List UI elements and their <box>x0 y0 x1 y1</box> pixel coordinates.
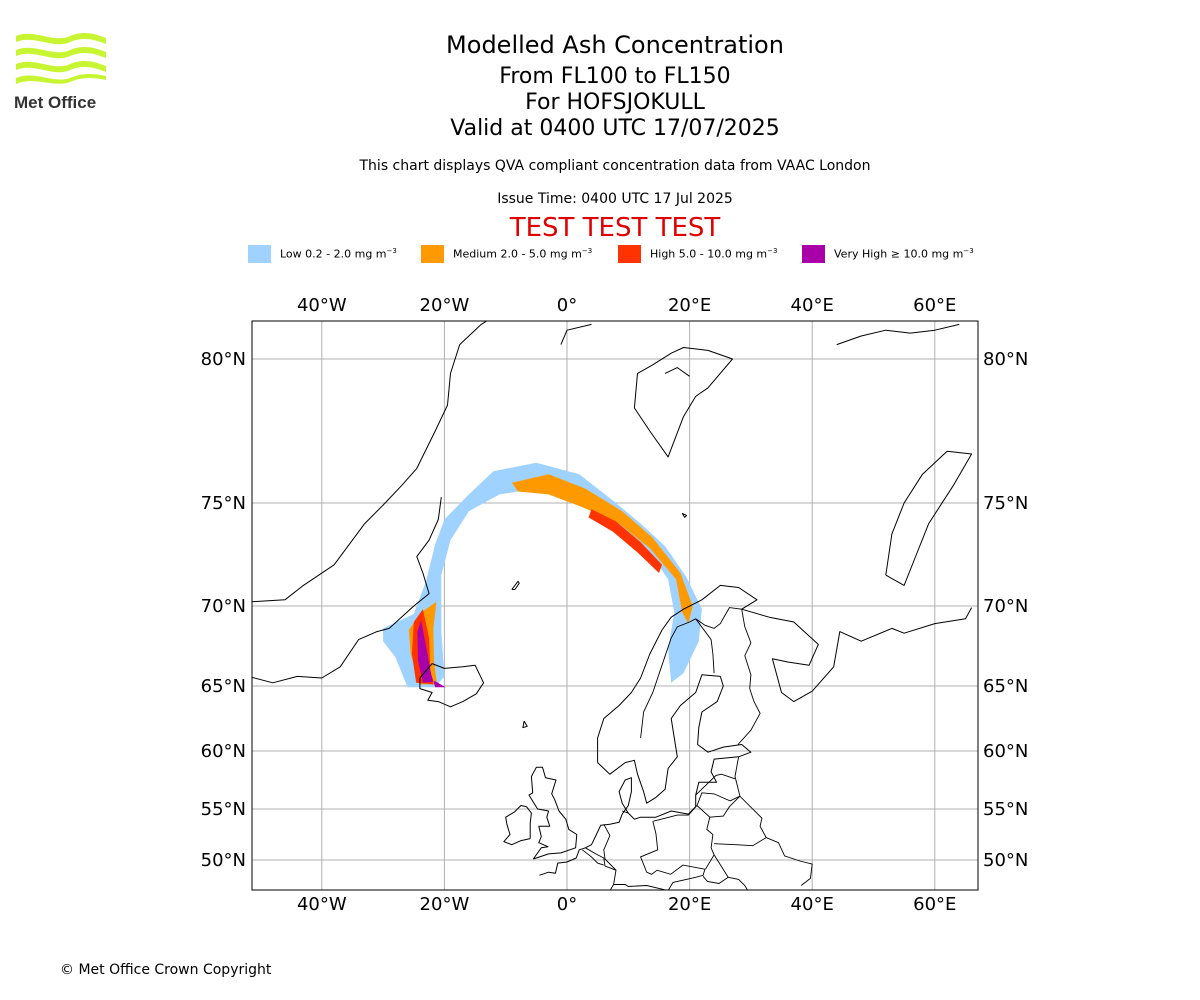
lat-tick-label: 80°N <box>201 349 246 370</box>
country-border <box>582 849 604 866</box>
country-border <box>640 607 742 739</box>
lat-tick-label: 50°N <box>201 850 246 871</box>
legend-item-very-high: Very High ≥ 10.0 mg m−3 <box>802 244 974 264</box>
legend-item-low: Low 0.2 - 2.0 mg m−3 <box>248 244 397 264</box>
lon-tick-label: 60°E <box>913 295 956 316</box>
legend-swatch-very-high <box>802 245 825 263</box>
coast-scandinavia-s-line <box>597 674 752 815</box>
legend-label-very-high: Very High ≥ 10.0 mg m−3 <box>834 247 974 261</box>
coast-svalbard2-line <box>560 323 592 345</box>
legend-item-high: High 5.0 - 10.0 mg m−3 <box>618 244 777 264</box>
legend-swatch-high <box>618 245 641 263</box>
qva-note: This chart displays QVA compliant concen… <box>359 158 871 174</box>
coast-iceland-line <box>419 663 485 708</box>
lat-tick-label: 75°N <box>983 493 1028 514</box>
valid-time: Valid at 0400 UTC 17/07/2025 <box>450 116 780 141</box>
lat-tick-label: 75°N <box>201 493 246 514</box>
country-border <box>728 876 749 890</box>
met-office-wave-logo-icon: Met Office <box>14 32 106 112</box>
country-border <box>702 854 729 884</box>
lat-tick-label: 55°N <box>201 799 246 820</box>
country-border <box>695 618 715 674</box>
coast-ireland-line <box>503 805 532 846</box>
coast-bear-line <box>681 512 687 518</box>
lat-tick-label: 50°N <box>983 850 1028 871</box>
lon-tick-label: 40°E <box>791 894 834 915</box>
axis-labels: 40°W 40°W 20°W 20°W 0° 0° 20°E 20°E 40°E 40°E 60°E… <box>201 295 1029 915</box>
issue-time: Issue Time: 0400 UTC 17 Jul 2025 <box>497 191 733 207</box>
logo-text: Met Office <box>14 93 96 112</box>
ash-very-high-area <box>417 620 446 688</box>
volcano-name: For HOFSJOKULL <box>525 90 705 115</box>
legend-label-medium: Medium 2.0 - 5.0 mg m−3 <box>453 247 593 261</box>
lat-tick-label: 60°N <box>983 741 1028 762</box>
ash-medium-arc <box>511 474 693 624</box>
legend-swatch-low <box>248 245 271 263</box>
lat-tick-label: 65°N <box>983 676 1028 697</box>
concentration-legend: Low 0.2 - 2.0 mg m−3 Medium 2.0 - 5.0 mg… <box>248 244 1008 264</box>
country-border <box>709 795 767 847</box>
country-border <box>695 773 736 796</box>
lon-tick-label: 0° <box>557 295 577 316</box>
lon-tick-label: 20°W <box>420 295 470 316</box>
legend-label-low: Low 0.2 - 2.0 mg m−3 <box>280 247 397 261</box>
coast-svalbard-line <box>633 347 733 458</box>
map-gridlines <box>252 321 978 890</box>
lat-tick-label: 65°N <box>201 676 246 697</box>
coast-faroe-line <box>522 720 528 729</box>
lon-tick-label: 20°E <box>668 894 711 915</box>
flight-level-range: From FL100 to FL150 <box>499 64 731 89</box>
country-border <box>585 847 617 871</box>
coast-norway-line <box>597 584 973 763</box>
lat-tick-label: 60°N <box>201 741 246 762</box>
lon-tick-label: 0° <box>557 894 577 915</box>
coast-franzjosef-line <box>836 323 960 346</box>
lat-tick-label: 55°N <box>983 799 1028 820</box>
ash-layers <box>383 462 702 688</box>
lon-tick-label: 20°E <box>668 295 711 316</box>
country-border <box>737 609 761 745</box>
coast-janmayen-line <box>511 580 520 590</box>
coast-scand-peak-line <box>664 367 690 377</box>
lon-tick-label: 20°W <box>420 894 470 915</box>
lon-tick-label: 40°W <box>297 894 347 915</box>
country-border <box>766 837 813 886</box>
lon-tick-label: 40°E <box>791 295 834 316</box>
copyright: © Met Office Crown Copyright <box>60 962 272 978</box>
coast-greenland-line <box>252 321 488 603</box>
coast-greenland-s-line <box>252 497 442 684</box>
ash-high-arc <box>588 509 662 573</box>
met-office-logo: Met Office <box>14 30 108 112</box>
legend-item-medium: Medium 2.0 - 5.0 mg m−3 <box>421 244 592 264</box>
lon-tick-label: 60°E <box>913 894 956 915</box>
country-border <box>555 928 586 937</box>
country-border <box>653 804 715 870</box>
map-frame <box>251 320 979 891</box>
test-banner: TEST TEST TEST <box>509 213 721 243</box>
coast-novaya-line <box>885 450 973 586</box>
coast-gb-line <box>528 766 578 860</box>
coast-europe-line <box>539 777 689 876</box>
country-border <box>696 756 741 806</box>
lat-tick-label: 70°N <box>983 596 1028 617</box>
legend-label-high: High 5.0 - 10.0 mg m−3 <box>650 247 778 261</box>
legend-swatch-medium <box>421 245 444 263</box>
lat-tick-label: 80°N <box>983 349 1028 370</box>
country-border <box>603 824 617 885</box>
lat-tick-label: 70°N <box>201 596 246 617</box>
country-border <box>622 810 629 814</box>
chart-title: Modelled Ash Concentration <box>446 31 784 59</box>
lon-tick-label: 40°W <box>297 295 347 316</box>
country-border <box>609 821 706 890</box>
coastlines <box>252 321 973 937</box>
